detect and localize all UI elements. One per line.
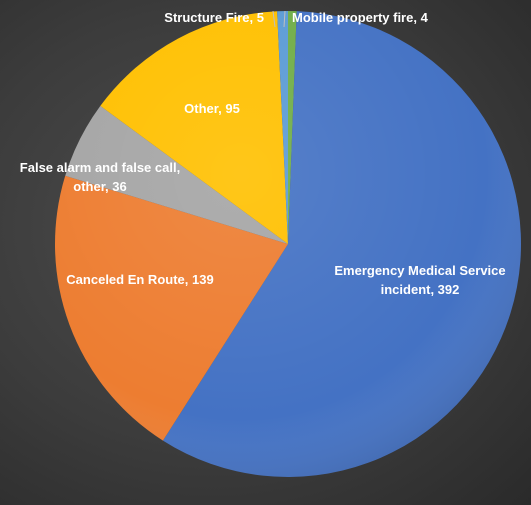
data-label-line: Emergency Medical Service: [334, 263, 505, 278]
data-label-line: Structure Fire, 5: [164, 10, 264, 25]
data-label-line: Canceled En Route, 139: [66, 272, 213, 287]
data-label-line: other, 36: [73, 179, 126, 194]
leader-line-structure-fire: [272, 10, 276, 28]
data-labels: Mobile property fire, 4 Emergency Medical…: [20, 10, 506, 297]
data-label-mobile-property-fire: Mobile property fire, 4: [292, 10, 429, 25]
data-label-other: Other, 95: [184, 101, 240, 116]
data-label-line: incident, 392: [381, 282, 460, 297]
data-label-emergency-medical-service-incident: Emergency Medical Service incident, 392: [334, 263, 505, 297]
data-label-structure-fire: Structure Fire, 5: [164, 10, 264, 25]
pie-shading: [55, 11, 521, 477]
data-label-line: Mobile property fire, 4: [292, 10, 429, 25]
data-label-line: Other, 95: [184, 101, 240, 116]
data-label-line: False alarm and false call,: [20, 160, 180, 175]
pie-slices: [54, 10, 521, 477]
leader-lines: [272, 10, 286, 28]
leader-line-mobile-property-fire: [283, 10, 286, 28]
data-label-false-alarm-and-false-call-other: False alarm and false call, other, 36: [20, 160, 180, 194]
data-label-canceled-en-route: Canceled En Route, 139: [66, 272, 213, 287]
